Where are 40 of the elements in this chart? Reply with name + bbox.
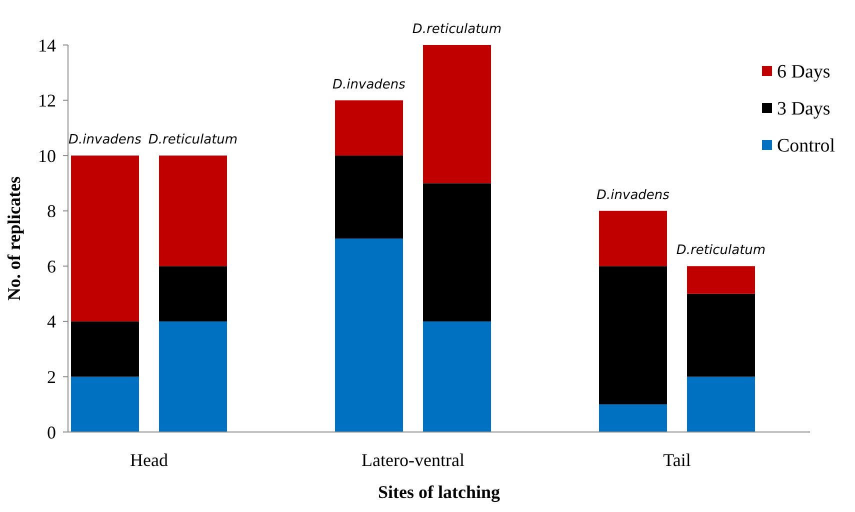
- bar: [687, 266, 755, 294]
- y-tick-label: 14: [38, 35, 56, 56]
- bar: [159, 321, 227, 432]
- text: Latero-ventral: [362, 450, 464, 470]
- annotation: D.invadens: [68, 132, 142, 148]
- bar: [71, 321, 139, 377]
- y-tick-label: 0: [47, 422, 56, 442]
- bar: [599, 266, 667, 404]
- annotation: D.invadens: [332, 77, 406, 92]
- bar: [335, 156, 403, 238]
- legend-label: 6 Days: [777, 62, 830, 83]
- x-axis-title: Sites of latching: [378, 482, 500, 502]
- bar: [71, 376, 139, 432]
- bar: [687, 294, 755, 377]
- y-tick-label: 10: [38, 146, 56, 166]
- legend-label: 3 Days: [777, 98, 830, 120]
- y-tick-label: 4: [47, 312, 56, 332]
- bar: [159, 266, 227, 322]
- text: Tail: [663, 450, 691, 470]
- bar: [335, 100, 403, 156]
- bar: [335, 238, 403, 432]
- legend-label: Control: [777, 136, 836, 157]
- text: Head: [130, 450, 168, 470]
- annotation: D.reticulatum: [676, 243, 766, 258]
- y-tick-label: 6: [47, 256, 56, 276]
- bar: [599, 210, 667, 266]
- y-tick-label: 2: [47, 367, 56, 388]
- bar: [159, 156, 227, 266]
- annotation: D.reticulatum: [148, 132, 238, 148]
- annotation: D.reticulatum: [412, 22, 502, 37]
- bar: [599, 404, 667, 432]
- y-tick-label: 12: [38, 90, 56, 111]
- bar: [423, 183, 491, 322]
- annotation: D.invadens: [596, 188, 670, 203]
- bar: [423, 45, 491, 184]
- y-tick-label: 8: [47, 201, 56, 222]
- bar: [687, 376, 755, 432]
- bar: [423, 321, 491, 432]
- bar: [71, 156, 139, 322]
- y-axis-title: No. of replicates: [4, 176, 24, 301]
